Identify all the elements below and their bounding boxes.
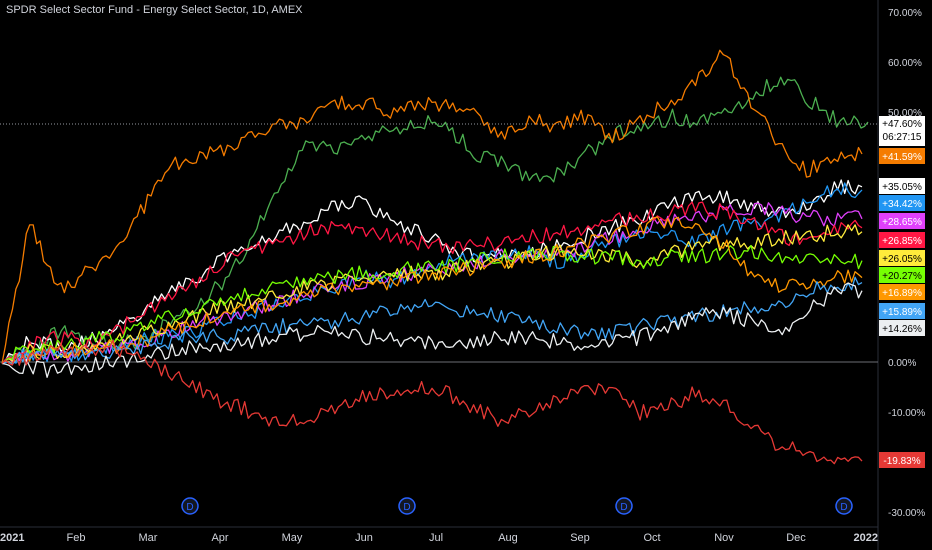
value-badge-label: +16.89% (882, 288, 922, 299)
x-tick-label: May (282, 532, 303, 544)
series-line (1, 201, 863, 364)
value-badge (879, 250, 925, 266)
dividend-marker-label: D (403, 502, 410, 513)
y-tick-label: 60.00% (888, 58, 922, 69)
value-badges: +47.60% 06:27:15 +41.59% +35.05% +34.42% +28.… (879, 116, 925, 468)
value-badge-label: +14.26% (882, 324, 922, 335)
value-badge-label: +41.59% (882, 152, 922, 163)
value-badge (879, 267, 925, 283)
y-tick-label: -30.00% (888, 508, 925, 519)
series-line (1, 244, 863, 364)
value-badge-label: +28.65% (882, 217, 922, 228)
value-badge (879, 195, 925, 211)
series-line (1, 49, 863, 364)
chart-title: SPDR Select Sector Fund - Energy Select … (6, 4, 303, 16)
x-tick-label: Sep (570, 532, 590, 544)
dividend-marker (398, 497, 416, 515)
y-tick-label: -10.00% (888, 408, 925, 419)
value-badge (879, 178, 925, 194)
value-badge (879, 320, 925, 336)
crosshair-value: +47.60% (882, 119, 922, 130)
dividend-marker (835, 497, 853, 515)
value-badge (879, 148, 925, 164)
series-line (1, 179, 863, 365)
dividend-marker (181, 497, 199, 515)
value-badge-label: +34.42% (882, 199, 922, 210)
value-badge-label: +15.89% (882, 307, 922, 318)
crosshair-time: 06:27:15 (883, 132, 922, 143)
value-badge-label: +26.85% (882, 236, 922, 247)
y-tick-label: 50.00% (888, 108, 922, 119)
x-tick-label: Apr (211, 532, 228, 544)
dividend-marker-label: D (186, 502, 193, 513)
series-layer (1, 49, 869, 465)
series-line (1, 216, 863, 365)
dividend-marker (615, 497, 633, 515)
dividend-marker-label: D (620, 502, 627, 513)
value-badge-label: -19.83% (883, 456, 920, 467)
series-line (1, 76, 869, 365)
value-badge-label: +35.05% (882, 182, 922, 193)
value-badge (879, 452, 925, 468)
value-badge (879, 232, 925, 248)
series-line (1, 339, 863, 465)
x-tick-label: Jun (355, 532, 373, 544)
x-tick-label: 2021 (0, 532, 24, 544)
x-tick-label: 2022 (854, 532, 878, 544)
dividend-marker-label: D (840, 502, 847, 513)
value-badge (879, 213, 925, 229)
x-tick-label: Jul (429, 532, 443, 544)
series-line (1, 224, 863, 365)
y-tick-label: 0.00% (888, 358, 916, 369)
x-tick-label: Aug (498, 532, 518, 544)
value-badge (879, 303, 925, 319)
value-badge-label: +20.27% (882, 271, 922, 282)
value-badge-label: +26.05% (882, 254, 922, 265)
crosshair-badge (879, 116, 925, 146)
grid-layer (0, 0, 879, 550)
x-tick-label: Oct (643, 532, 660, 544)
x-tick-label: Mar (139, 532, 158, 544)
x-tick-label: Dec (786, 532, 806, 544)
x-tick-label: Nov (714, 532, 734, 544)
x-axis: 2021 Feb Mar Apr May Jun Jul Aug Sep Oct Nov Dec 202… (0, 532, 878, 544)
x-tick-label: Feb (67, 532, 86, 544)
value-badge (879, 284, 925, 300)
y-tick-label: 70.00% (888, 8, 922, 19)
